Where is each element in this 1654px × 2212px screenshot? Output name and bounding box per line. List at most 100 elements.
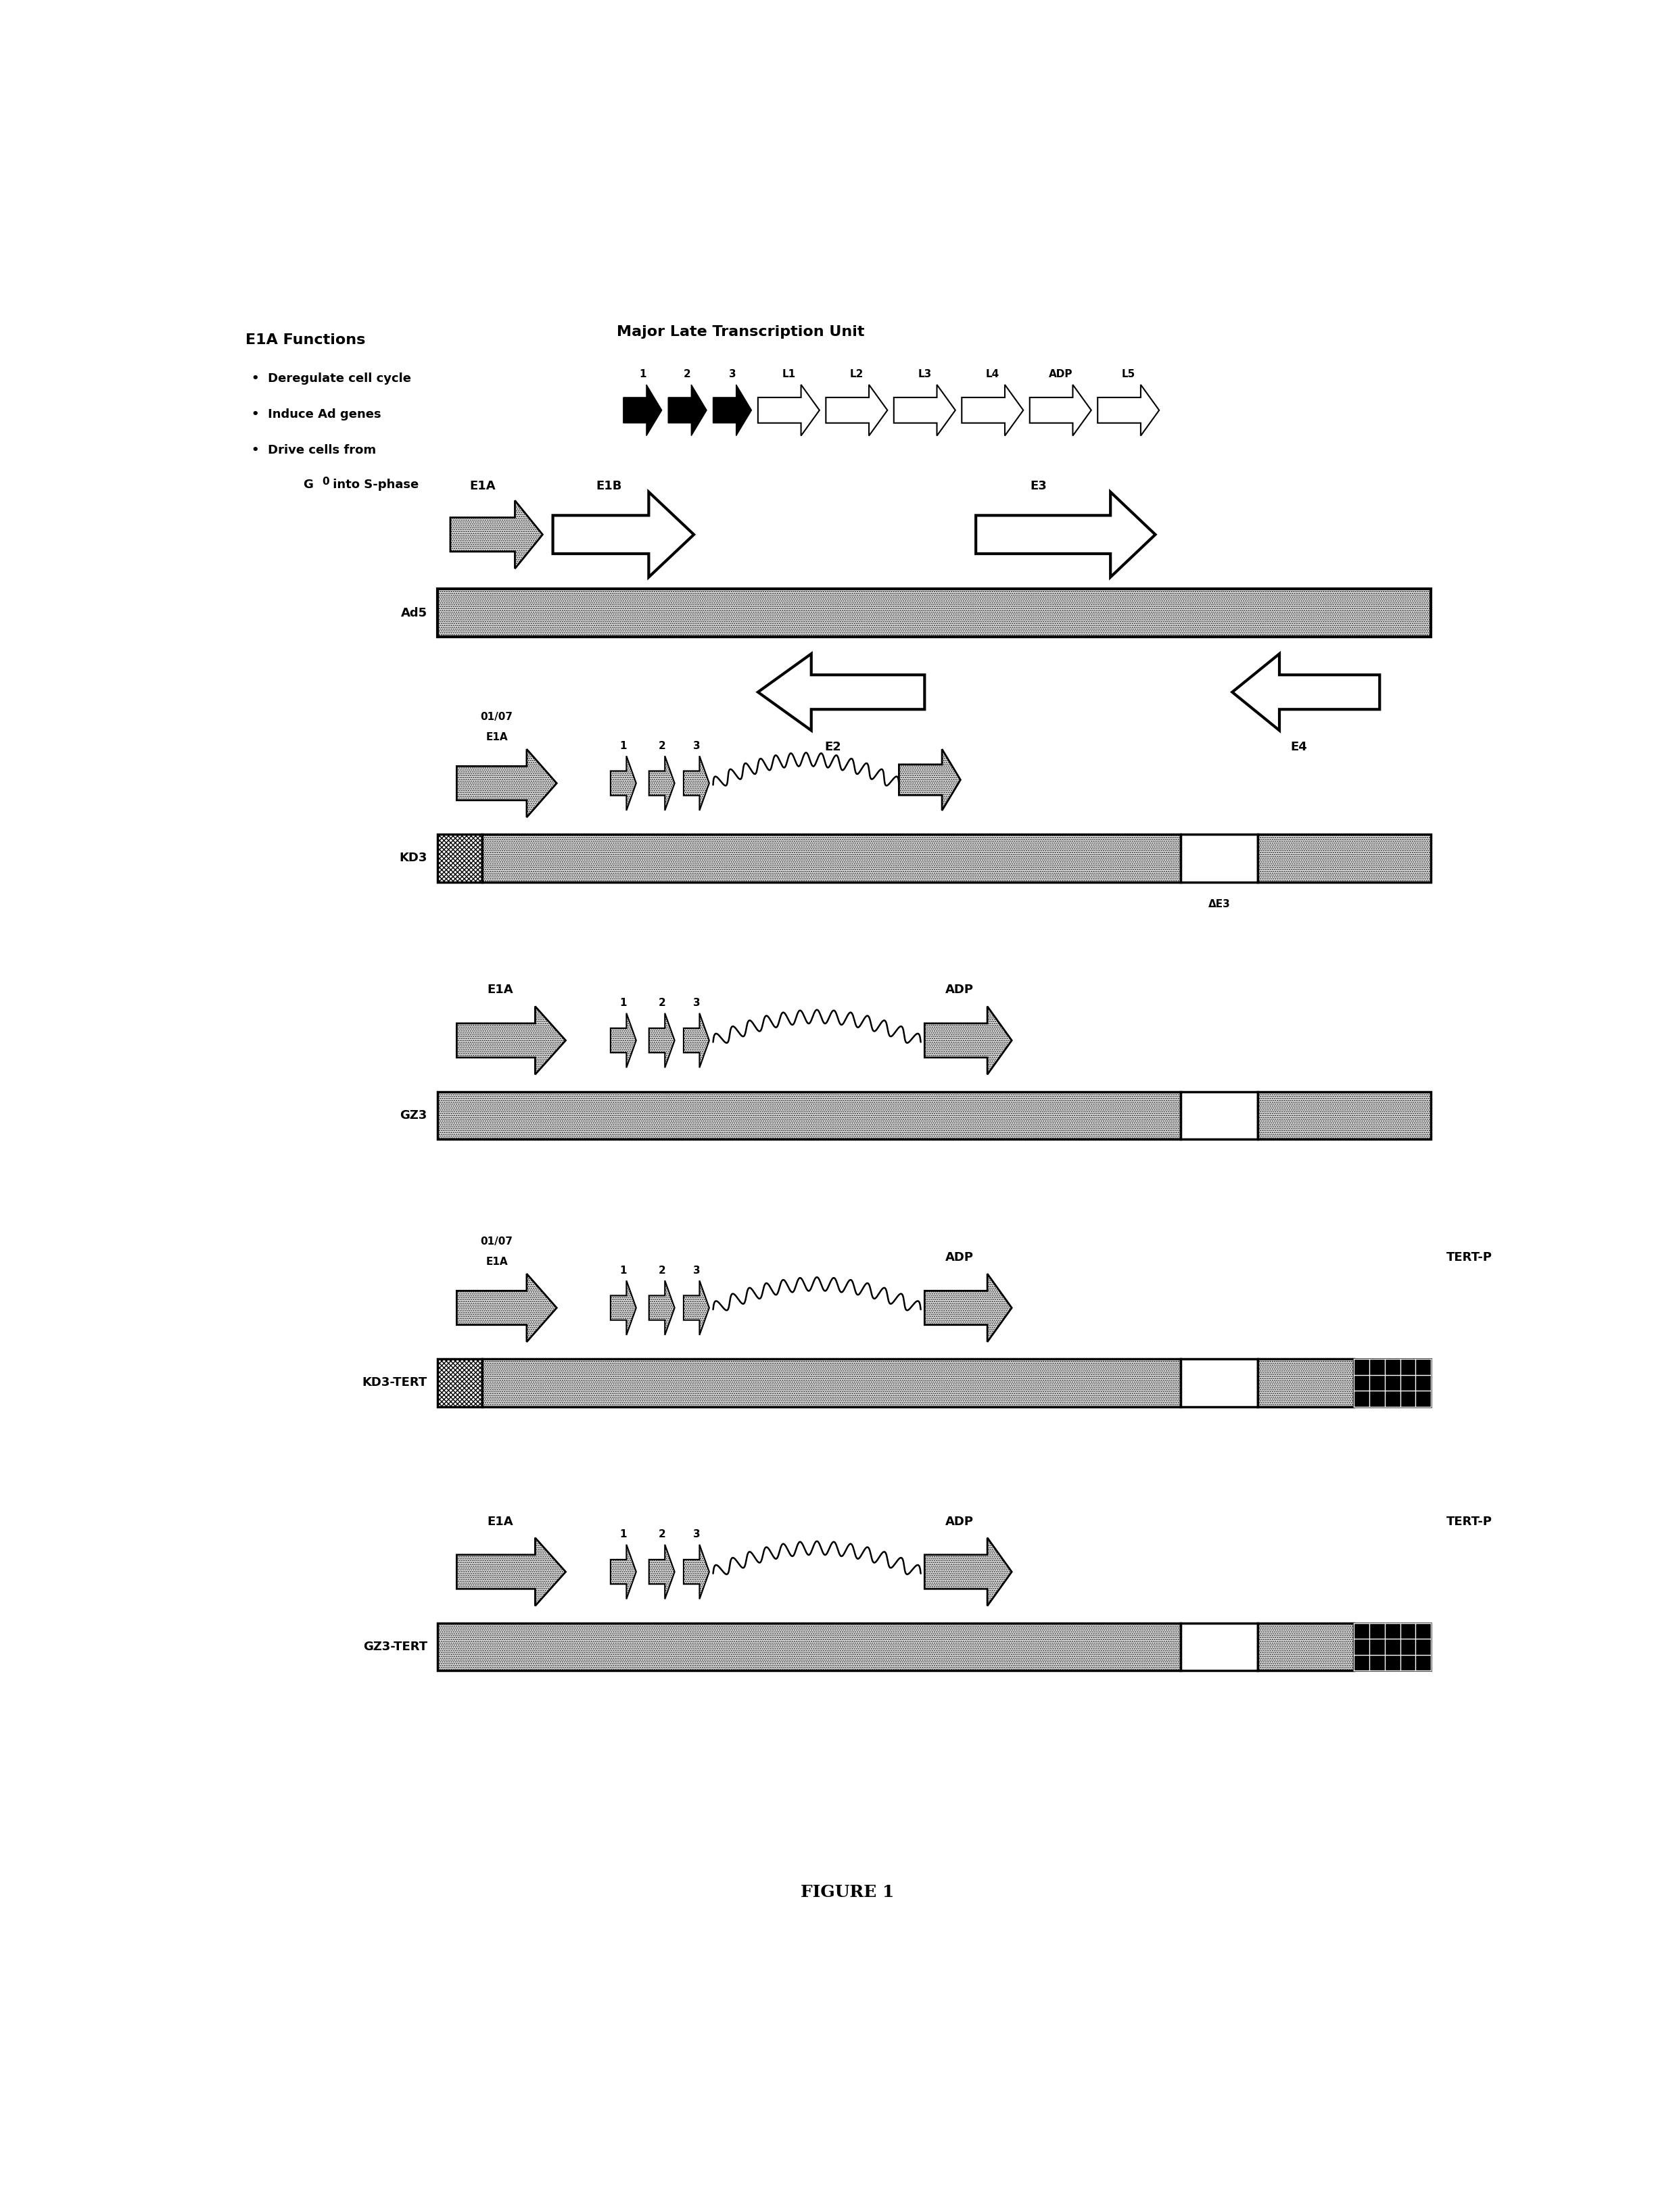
Bar [1181, 1624, 1259, 1670]
Bar [483, 834, 1181, 883]
Bar [1355, 1624, 1431, 1670]
Text: 1: 1 [620, 998, 627, 1009]
Text: 2: 2 [658, 998, 665, 1009]
Polygon shape [925, 1274, 1012, 1343]
Text: ADP: ADP [944, 984, 974, 995]
Text: ADP: ADP [1049, 369, 1072, 380]
Polygon shape [683, 1013, 710, 1068]
Text: Major Late Transcription Unit: Major Late Transcription Unit [617, 325, 865, 338]
Polygon shape [610, 1281, 637, 1336]
Text: TERT-P: TERT-P [1446, 1252, 1492, 1263]
Polygon shape [683, 1544, 710, 1599]
Text: E1B: E1B [597, 480, 622, 491]
Polygon shape [976, 491, 1154, 577]
Polygon shape [457, 1274, 557, 1343]
Text: 1: 1 [620, 741, 627, 750]
Polygon shape [457, 1537, 566, 1606]
Polygon shape [758, 385, 819, 436]
Text: 3: 3 [693, 1528, 700, 1540]
Text: KD3: KD3 [399, 852, 427, 865]
Text: into S-phase: into S-phase [329, 478, 418, 491]
Text: 2: 2 [658, 1528, 665, 1540]
Polygon shape [610, 757, 637, 810]
Polygon shape [648, 757, 675, 810]
Text: ADP: ADP [944, 1252, 974, 1263]
Text: 3: 3 [693, 1265, 700, 1276]
Text: 01/07: 01/07 [480, 712, 513, 721]
Polygon shape [893, 385, 956, 436]
Text: L3: L3 [918, 369, 931, 380]
Text: •  Induce Ad genes: • Induce Ad genes [251, 409, 380, 420]
Bar [1181, 1358, 1259, 1407]
Text: 01/07: 01/07 [480, 1237, 513, 1248]
Text: 2: 2 [683, 369, 691, 380]
Text: L5: L5 [1121, 369, 1135, 380]
Bar [437, 588, 1431, 637]
Bar [483, 1358, 1181, 1407]
Polygon shape [961, 385, 1024, 436]
Polygon shape [900, 750, 961, 810]
Polygon shape [450, 500, 543, 568]
Text: 2: 2 [658, 741, 665, 750]
Text: TERT-P: TERT-P [1446, 1515, 1492, 1528]
Polygon shape [610, 1013, 637, 1068]
Bar [437, 1624, 1181, 1670]
Text: E1A: E1A [486, 732, 508, 743]
Polygon shape [552, 491, 695, 577]
Bar [1259, 834, 1431, 883]
Polygon shape [683, 1281, 710, 1336]
Polygon shape [1030, 385, 1092, 436]
Text: E1A: E1A [488, 984, 513, 995]
Text: G: G [303, 478, 313, 491]
Text: E2: E2 [825, 741, 842, 752]
Polygon shape [624, 385, 662, 436]
Text: •  Drive cells from: • Drive cells from [251, 445, 375, 456]
Text: 3: 3 [729, 369, 736, 380]
Polygon shape [648, 1544, 675, 1599]
Bar [1259, 1358, 1355, 1407]
Text: •  Deregulate cell cycle: • Deregulate cell cycle [251, 374, 412, 385]
Polygon shape [610, 1544, 637, 1599]
Bar [483, 1358, 1181, 1407]
Polygon shape [713, 385, 751, 436]
Text: KD3-TERT: KD3-TERT [362, 1376, 427, 1389]
Bar [1259, 1358, 1355, 1407]
Text: GZ3-TERT: GZ3-TERT [362, 1641, 427, 1652]
Text: E4: E4 [1290, 741, 1307, 752]
Bar [437, 1624, 1181, 1670]
Text: FIGURE 1: FIGURE 1 [801, 1885, 895, 1900]
Bar [1181, 1091, 1259, 1139]
Bar [1259, 1091, 1431, 1139]
Text: GZ3: GZ3 [400, 1108, 427, 1121]
Text: E1A: E1A [486, 1256, 508, 1267]
Bar [437, 1091, 1181, 1139]
Text: 0: 0 [323, 476, 329, 487]
Polygon shape [668, 385, 706, 436]
Text: 1: 1 [620, 1528, 627, 1540]
Text: L1: L1 [782, 369, 796, 380]
Polygon shape [1098, 385, 1159, 436]
Bar [437, 1358, 483, 1407]
Polygon shape [648, 1013, 675, 1068]
Text: L2: L2 [850, 369, 863, 380]
Text: 3: 3 [693, 741, 700, 750]
Bar [1355, 1358, 1431, 1407]
Bar [437, 1091, 1181, 1139]
Bar [437, 588, 1431, 637]
Bar [483, 834, 1181, 883]
Bar [1259, 1624, 1355, 1670]
Polygon shape [925, 1006, 1012, 1075]
Text: 2: 2 [658, 1265, 665, 1276]
Polygon shape [457, 750, 557, 816]
Polygon shape [825, 385, 888, 436]
Polygon shape [683, 757, 710, 810]
Text: L4: L4 [986, 369, 999, 380]
Text: Ad5: Ad5 [400, 606, 427, 619]
Text: ADP: ADP [944, 1515, 974, 1528]
Text: 3: 3 [693, 998, 700, 1009]
Text: E1A: E1A [470, 480, 496, 491]
Bar [437, 834, 483, 883]
Polygon shape [648, 1281, 675, 1336]
Text: E1A: E1A [488, 1515, 513, 1528]
Bar [1259, 1624, 1355, 1670]
